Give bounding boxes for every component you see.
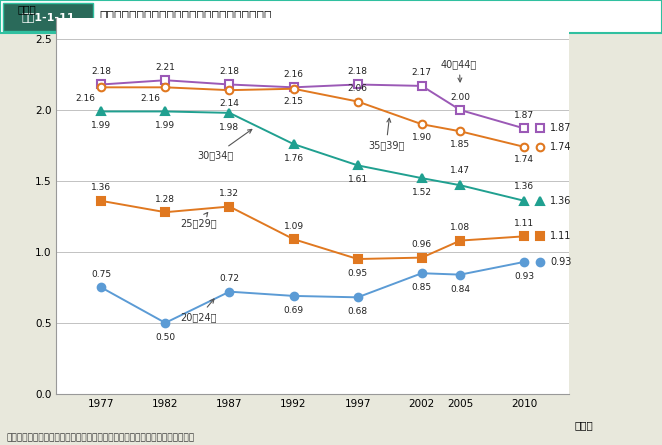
- Text: 25～29歳: 25～29歳: [181, 213, 217, 228]
- Text: 0.69: 0.69: [283, 306, 304, 315]
- Text: 0.68: 0.68: [348, 307, 368, 316]
- Text: 1.08: 1.08: [450, 223, 471, 232]
- Text: 1.32: 1.32: [219, 189, 240, 198]
- Text: 1.36: 1.36: [550, 196, 571, 206]
- Text: 40～44歳: 40～44歳: [441, 60, 477, 82]
- Text: 30～34歳: 30～34歳: [197, 129, 252, 160]
- Text: 2.21: 2.21: [156, 63, 175, 72]
- Text: 1.76: 1.76: [283, 154, 304, 163]
- Text: 0.50: 0.50: [155, 333, 175, 342]
- Text: 1.85: 1.85: [450, 140, 471, 149]
- Text: 1.47: 1.47: [450, 166, 470, 175]
- Text: 0.84: 0.84: [450, 284, 470, 294]
- Text: 1.74: 1.74: [550, 142, 571, 152]
- Text: 2.18: 2.18: [219, 67, 240, 76]
- Text: 1.87: 1.87: [550, 123, 571, 134]
- Text: 1.36: 1.36: [91, 183, 111, 192]
- Text: 2.16: 2.16: [283, 70, 304, 79]
- Text: 0.72: 0.72: [219, 274, 240, 283]
- Text: 2.18: 2.18: [348, 67, 367, 76]
- Text: 妻の年齢別にみた夫婦あたりの平均出生児数の推移: 妻の年齢別にみた夫婦あたりの平均出生児数の推移: [99, 10, 272, 23]
- Text: 0.95: 0.95: [348, 269, 368, 278]
- Text: 35～39歳: 35～39歳: [368, 118, 404, 150]
- Text: （年）: （年）: [575, 420, 593, 430]
- Text: 2.14: 2.14: [220, 99, 240, 108]
- Text: 図表1-1-11: 図表1-1-11: [21, 12, 75, 22]
- Text: 1.74: 1.74: [514, 155, 534, 165]
- Text: 20～24歳: 20～24歳: [181, 299, 217, 322]
- Text: 0.75: 0.75: [91, 270, 111, 279]
- Text: 資料：国立社会保障・人口問題研究所「出産力調査」、「出生動向基本調査」: 資料：国立社会保障・人口問題研究所「出産力調査」、「出生動向基本調査」: [7, 434, 195, 443]
- Text: 2.15: 2.15: [283, 97, 304, 106]
- Text: 1.87: 1.87: [514, 111, 534, 120]
- Bar: [3, 3, 93, 31]
- Text: 0.96: 0.96: [412, 240, 432, 249]
- Text: 1.99: 1.99: [155, 121, 175, 130]
- Text: 0.93: 0.93: [550, 257, 571, 267]
- Text: 1.11: 1.11: [514, 219, 534, 228]
- Text: （人）: （人）: [18, 4, 36, 14]
- Text: 0.85: 0.85: [412, 283, 432, 292]
- Text: 1.90: 1.90: [412, 133, 432, 142]
- Text: 1.99: 1.99: [91, 121, 111, 130]
- Text: 1.11: 1.11: [550, 231, 571, 241]
- Text: 1.98: 1.98: [219, 123, 240, 132]
- Text: 1.52: 1.52: [412, 188, 432, 197]
- Text: 1.09: 1.09: [283, 222, 304, 231]
- Text: 2.06: 2.06: [348, 84, 367, 93]
- Text: 1.61: 1.61: [348, 175, 368, 184]
- Text: 2.17: 2.17: [412, 69, 432, 77]
- Text: 1.36: 1.36: [514, 182, 534, 191]
- Text: 1.28: 1.28: [156, 194, 175, 204]
- Text: 0.93: 0.93: [514, 272, 534, 281]
- Text: 2.00: 2.00: [450, 93, 470, 101]
- Text: 2.16: 2.16: [75, 94, 96, 103]
- Text: 2.16: 2.16: [140, 94, 160, 103]
- Text: 2.18: 2.18: [91, 67, 111, 76]
